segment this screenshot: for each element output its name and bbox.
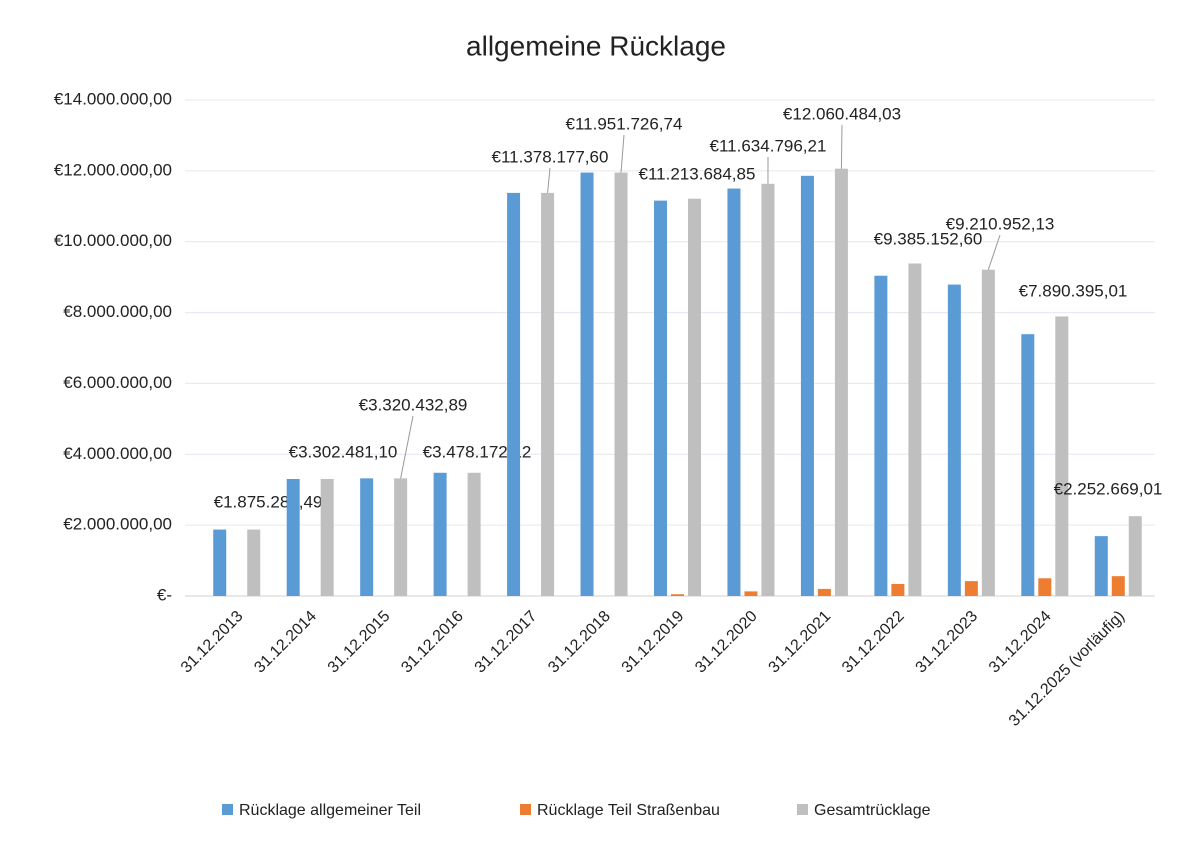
value-label: €9.210.952,13 — [946, 214, 1055, 233]
legend-swatch — [520, 804, 531, 815]
bar — [835, 169, 848, 596]
bar — [1112, 576, 1125, 596]
bar — [908, 263, 921, 596]
value-label: €11.378.177,60 — [492, 147, 609, 166]
value-label: €12.060.484,03 — [783, 104, 901, 123]
bar — [247, 530, 260, 596]
bar — [507, 193, 520, 596]
x-tick-label: 31.12.2014 — [251, 608, 320, 677]
leader-line — [988, 235, 1000, 270]
bar — [434, 473, 447, 596]
legend-label: Rücklage allgemeiner Teil — [239, 802, 421, 819]
bar — [1038, 578, 1051, 596]
bar — [541, 193, 554, 596]
bar — [360, 478, 373, 596]
bar — [468, 473, 481, 596]
bar — [801, 176, 814, 596]
value-label: €1.875.282,49 — [214, 492, 323, 511]
bar — [891, 584, 904, 596]
bar — [394, 478, 407, 596]
chart-title: allgemeine Rücklage — [466, 30, 726, 61]
x-tick-label: 31.12.2021 — [766, 608, 835, 677]
bar — [654, 201, 667, 596]
bar — [965, 581, 978, 596]
y-tick-label: €2.000.000,00 — [63, 515, 172, 534]
bar — [818, 589, 831, 596]
bar — [671, 594, 684, 596]
x-tick-label: 31.12.2022 — [839, 608, 908, 677]
leader-line — [621, 135, 624, 173]
y-tick-label: €- — [157, 585, 172, 604]
y-tick-label: €8.000.000,00 — [63, 302, 172, 321]
y-tick-label: €6.000.000,00 — [63, 373, 172, 392]
bar — [688, 199, 701, 596]
bar — [213, 530, 226, 596]
x-tick-label: 31.12.2020 — [692, 608, 761, 677]
value-label: €11.213.684,85 — [639, 164, 756, 183]
bar — [1095, 536, 1108, 596]
bar — [1055, 316, 1068, 596]
value-label: €7.890.395,01 — [1019, 281, 1128, 300]
bar — [727, 189, 740, 596]
bar — [874, 276, 887, 596]
legend-label: Gesamtrücklage — [814, 802, 931, 819]
bar — [615, 173, 628, 596]
value-label: €11.634.796,21 — [710, 136, 827, 155]
bar — [761, 184, 774, 596]
bar — [948, 285, 961, 596]
x-tick-label: 31.12.2023 — [913, 608, 982, 677]
y-tick-label: €10.000.000,00 — [54, 231, 172, 250]
x-tick-label: 31.12.2019 — [619, 608, 688, 677]
leader-line — [841, 125, 842, 169]
legend-swatch — [797, 804, 808, 815]
bar — [287, 479, 300, 596]
bar — [744, 591, 757, 596]
x-tick-label: 31.12.2016 — [398, 608, 467, 677]
x-tick-label: 31.12.2024 — [986, 608, 1055, 677]
bar — [321, 479, 334, 596]
bar — [1021, 334, 1034, 596]
x-tick-label: 31.12.2018 — [545, 608, 614, 677]
value-label: €3.320.432,89 — [359, 395, 468, 414]
x-tick-label: 31.12.2017 — [472, 608, 541, 677]
y-tick-label: €14.000.000,00 — [54, 89, 172, 108]
legend-label: Rücklage Teil Straßenbau — [537, 802, 720, 819]
value-label: €3.302.481,10 — [289, 442, 398, 461]
legend-swatch — [222, 804, 233, 815]
value-label: €11.951.726,74 — [566, 114, 683, 133]
leader-line — [548, 168, 550, 193]
bar — [581, 173, 594, 596]
value-label: €2.252.669,01 — [1054, 479, 1163, 498]
y-tick-label: €4.000.000,00 — [63, 444, 172, 463]
x-tick-label: 31.12.2015 — [325, 608, 394, 677]
x-tick-label: 31.12.2013 — [178, 608, 247, 677]
bar — [1129, 516, 1142, 596]
y-tick-label: €12.000.000,00 — [54, 160, 172, 179]
bar — [982, 270, 995, 596]
leader-line — [401, 416, 413, 478]
